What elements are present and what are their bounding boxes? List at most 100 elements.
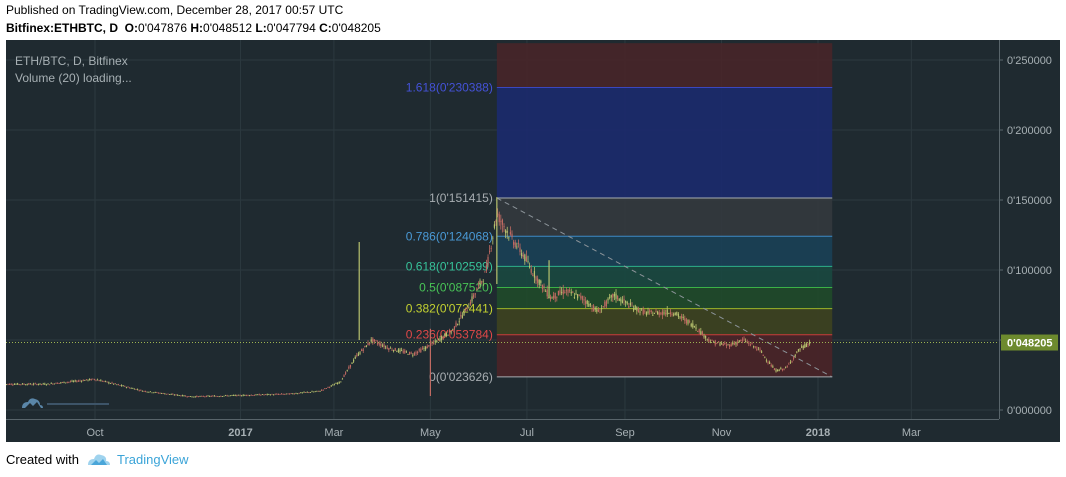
candle-body	[778, 369, 780, 371]
candle-body	[449, 329, 451, 333]
chart-frame[interactable]: 1.618(0'230388) 1(0'151415) 0.786(0'124068…	[6, 40, 1060, 442]
fib-level-label: 1.618(0'230388)	[406, 80, 493, 94]
candle-body	[252, 395, 254, 396]
candle	[257, 394, 259, 396]
candle-body	[79, 380, 81, 382]
candle	[60, 381, 62, 384]
candle-body	[556, 296, 558, 298]
candle	[781, 368, 784, 372]
tradingview-link[interactable]: TradingView	[116, 451, 189, 467]
candle	[732, 340, 734, 346]
candle	[201, 395, 203, 397]
candle-body	[65, 382, 67, 384]
candle	[733, 341, 736, 346]
candle	[55, 382, 57, 384]
candle	[325, 387, 328, 389]
candle	[255, 394, 257, 396]
candle-body	[477, 284, 480, 286]
candle	[239, 394, 241, 397]
candle-body	[194, 396, 196, 398]
candle	[394, 347, 396, 351]
y-tick-label: 0'150000	[1007, 195, 1052, 207]
candle-body	[26, 384, 28, 386]
candle-body	[218, 396, 220, 398]
candle	[433, 340, 435, 345]
chart-canvas[interactable]: 1.618(0'230388) 1(0'151415) 0.786(0'124068…	[6, 40, 1060, 442]
candle-body	[559, 290, 561, 294]
candle	[801, 344, 803, 349]
candle-body	[433, 342, 435, 344]
close-value: 0'048205	[331, 21, 381, 35]
candle-body	[687, 319, 689, 324]
candle	[284, 393, 286, 395]
candle	[92, 378, 94, 380]
candle	[308, 392, 310, 394]
candle	[367, 340, 369, 346]
candle-body	[580, 295, 582, 299]
candle-body	[549, 296, 552, 300]
candle	[524, 253, 526, 265]
candle-body	[586, 300, 588, 305]
last-price-tag	[1001, 334, 1058, 351]
candle-body	[634, 305, 636, 310]
candle-body	[735, 342, 737, 345]
candle	[727, 343, 729, 346]
candle	[31, 383, 33, 386]
candle-body	[98, 380, 100, 382]
candle	[319, 390, 321, 393]
candle	[700, 327, 702, 336]
candle-body	[682, 317, 684, 318]
candle-body	[412, 355, 414, 356]
candle-body	[554, 292, 556, 299]
candle-body	[610, 295, 612, 298]
candle	[76, 379, 78, 383]
candle-body	[721, 343, 723, 345]
candle-body	[183, 395, 185, 397]
candle-body	[108, 382, 110, 384]
candle-body	[215, 396, 217, 397]
candle-body	[116, 384, 118, 386]
candle-body	[500, 221, 502, 222]
candle-body	[527, 261, 529, 262]
candle	[756, 346, 758, 352]
candle	[188, 396, 190, 398]
candle-body	[13, 384, 16, 385]
candle	[557, 290, 560, 296]
candle	[93, 378, 96, 381]
candle	[157, 392, 160, 394]
candle	[388, 347, 390, 353]
candle-body	[540, 280, 542, 283]
candle-body	[661, 311, 664, 316]
candle	[729, 344, 731, 350]
candle-body	[529, 266, 531, 268]
fib-level-label: 0.382(0'072441)	[406, 302, 493, 316]
candle-body	[117, 384, 120, 386]
candle-body	[405, 351, 408, 353]
tradingview-cloud-icon[interactable]	[87, 451, 111, 467]
candle	[370, 337, 372, 344]
candle-body	[321, 389, 323, 391]
candle-body	[701, 331, 704, 335]
candle	[415, 350, 417, 356]
candle-body	[677, 314, 680, 317]
candle	[748, 340, 750, 347]
candle	[591, 304, 593, 312]
candle-body	[517, 243, 520, 244]
candle	[636, 306, 638, 315]
candle	[431, 340, 433, 346]
candle	[749, 343, 752, 347]
candle-body	[596, 309, 598, 312]
candle	[217, 395, 219, 397]
candle	[730, 342, 732, 347]
candle-body	[447, 334, 449, 336]
candle	[21, 382, 24, 385]
candle	[509, 226, 512, 236]
candle-body	[245, 394, 248, 396]
candle	[773, 367, 776, 371]
candle-body	[82, 380, 84, 382]
candle-body	[441, 336, 443, 340]
candle-body	[244, 395, 246, 396]
candle	[465, 307, 467, 312]
candle-body	[717, 341, 720, 343]
candle	[498, 211, 500, 226]
